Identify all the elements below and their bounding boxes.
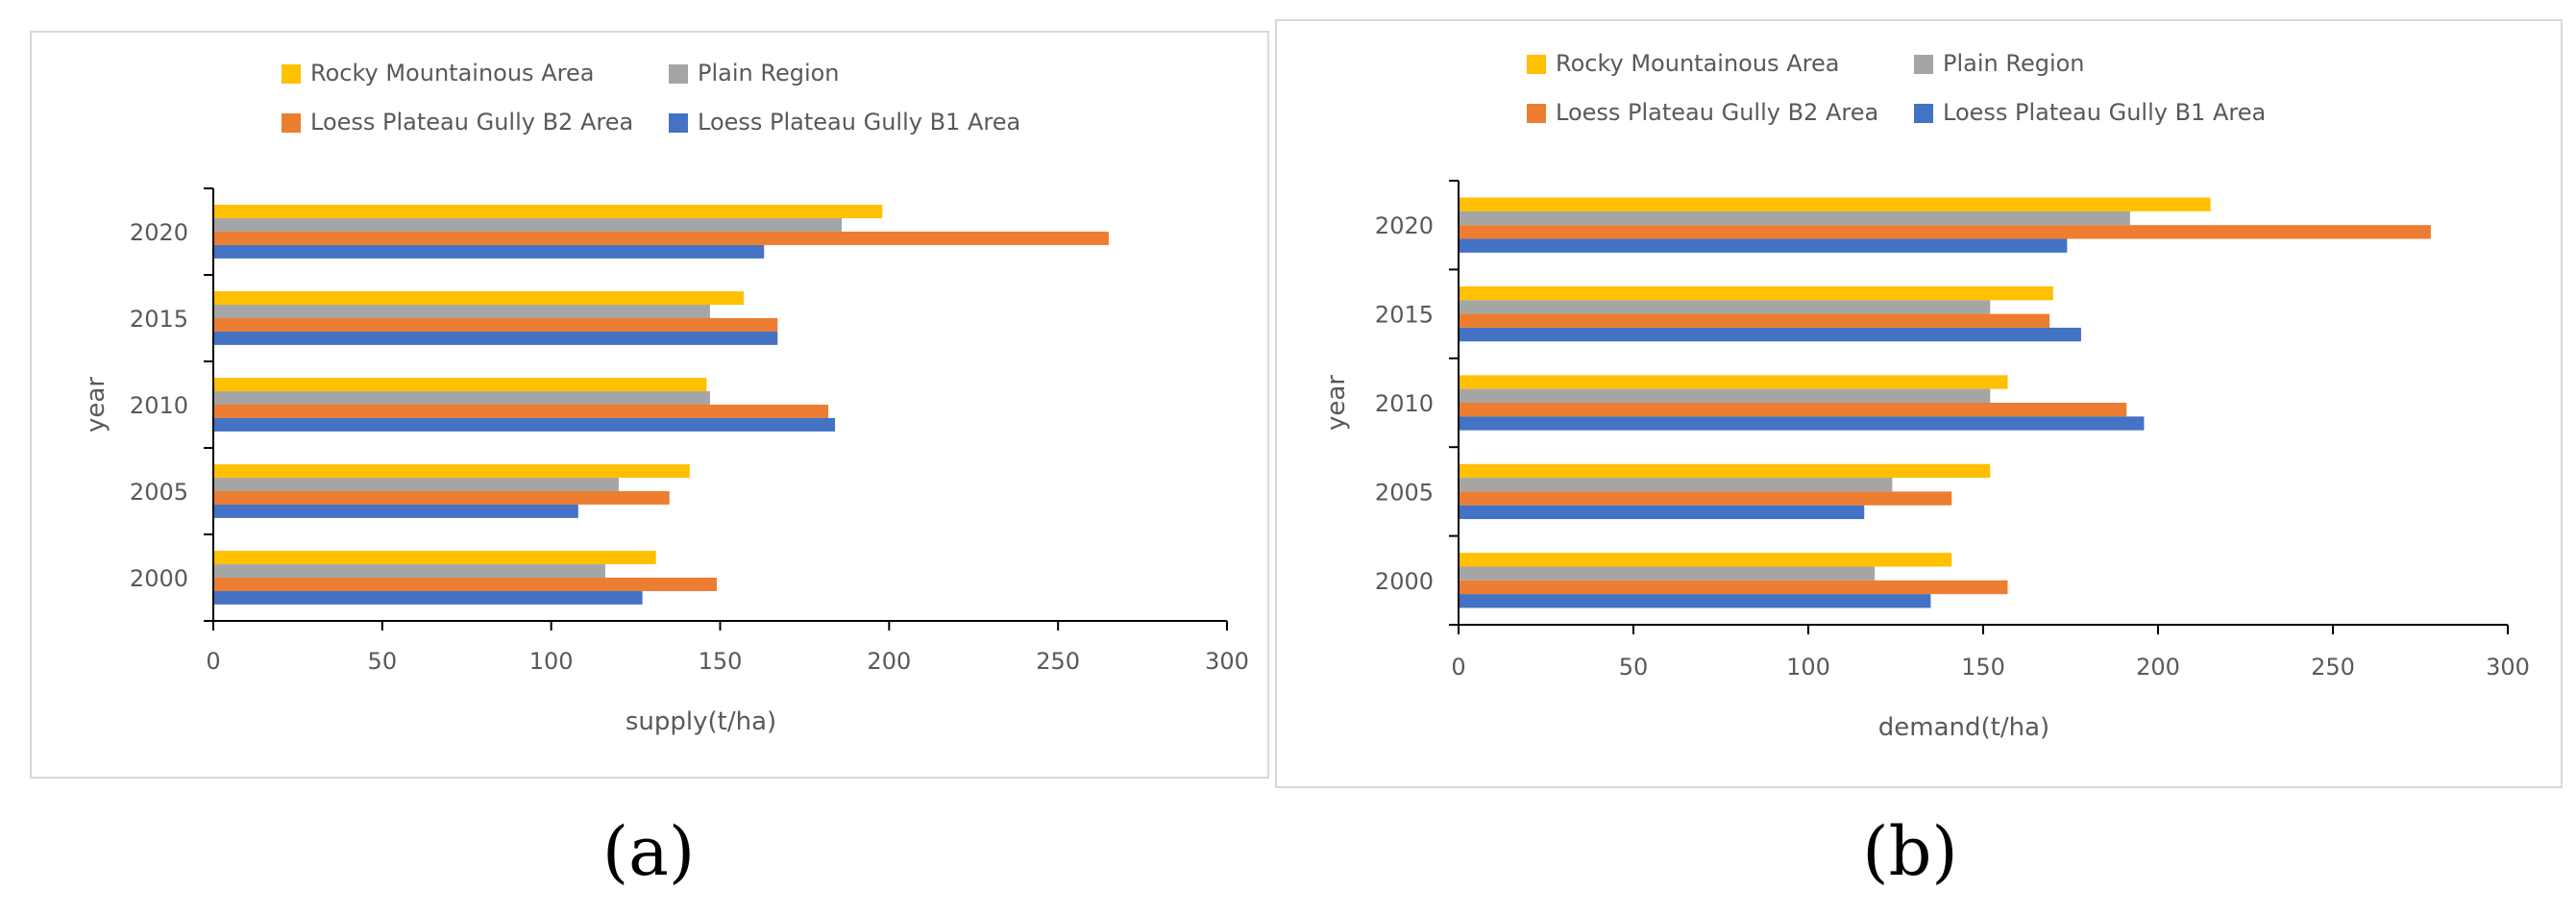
- bar-rocky-2020: [213, 205, 883, 219]
- bar-b2-2000: [213, 578, 717, 591]
- bar-b2-2020: [1459, 225, 2431, 239]
- y-tick-label: 2020: [130, 219, 188, 246]
- y-tick-label: 2010: [1375, 390, 1434, 417]
- y-axis-title: year: [1322, 375, 1351, 431]
- bar-b1-2020: [213, 244, 765, 259]
- x-tick-label: 300: [2486, 654, 2530, 681]
- bar-b2-2005: [1459, 491, 1952, 506]
- bar-b1-2010: [213, 417, 836, 432]
- chart-panel-supply: 2000 2005 2010 2015 2020 0 50 100 150 200 250 300 su…: [30, 31, 1269, 779]
- x-tick-label: 200: [2136, 654, 2180, 681]
- bar-plain-2015: [213, 305, 710, 318]
- legend-swatch-b2: [1527, 104, 1546, 123]
- bar-b1-2015: [1459, 327, 2081, 342]
- y-tick-label: 2015: [1375, 302, 1434, 329]
- y-tick-label: 2005: [130, 479, 188, 506]
- bar-rocky-2010: [213, 378, 707, 392]
- x-tick-label: 100: [1786, 654, 1830, 681]
- bar-plain-2000: [1459, 566, 1876, 581]
- legend-swatch-plain: [1914, 55, 1933, 74]
- bar-b1-2005: [1459, 505, 1865, 520]
- legend-swatch-plain: [669, 64, 688, 84]
- chart-panel-demand: 2000 2005 2010 2015 2020 0 50 100 150 200 250 300 de…: [1275, 19, 2563, 788]
- bar-plain-2015: [1459, 300, 1991, 314]
- x-tick-label: 50: [368, 648, 398, 675]
- legend-label-plain: Plain Region: [698, 60, 840, 87]
- x-tick-label: 150: [1961, 654, 2005, 681]
- y-axis-title: year: [82, 377, 110, 433]
- x-tick-label: 200: [867, 648, 911, 675]
- bar-rocky-2010: [1459, 375, 2008, 389]
- bar-b2-2005: [213, 491, 670, 505]
- bar-b1-2005: [213, 504, 578, 518]
- bar-b2-2000: [1459, 580, 2008, 595]
- legend-label-rocky: Rocky Mountainous Area: [1556, 50, 1839, 77]
- bar-rocky-2015: [213, 291, 745, 306]
- x-tick-label: 300: [1205, 648, 1249, 675]
- y-tick-label: 2000: [1375, 568, 1434, 595]
- legend-label-rocky: Rocky Mountainous Area: [310, 60, 594, 87]
- bar-rocky-2000: [213, 551, 656, 565]
- demand-chart: 2000 2005 2010 2015 2020 0 50 100 150 200 250 300 de…: [1322, 50, 2530, 742]
- bar-plain-2000: [213, 564, 605, 578]
- x-tick-label: 250: [2311, 654, 2355, 681]
- legend-label-b2: Loess Plateau Gully B2 Area: [1556, 99, 1878, 126]
- legend-label-plain: Plain Region: [1943, 50, 2085, 77]
- bar-rocky-2005: [213, 464, 690, 479]
- y-tick-label: 2000: [130, 565, 188, 592]
- bar-b1-2000: [1459, 594, 1931, 608]
- x-tick-label: 50: [1619, 654, 1649, 681]
- bar-plain-2005: [213, 478, 619, 491]
- y-tick-label: 2015: [130, 306, 188, 333]
- bar-plain-2020: [213, 218, 843, 232]
- y-tick-label: 2010: [130, 392, 188, 419]
- bar-b2-2020: [213, 232, 1109, 245]
- bar-rocky-2005: [1459, 463, 1991, 479]
- bar-b1-2010: [1459, 416, 2145, 431]
- bar-rocky-2020: [1459, 197, 2211, 211]
- bar-b1-2015: [213, 331, 778, 345]
- supply-chart: 2000 2005 2010 2015 2020 0 50 100 150 200 250 300 su…: [82, 60, 1249, 736]
- x-tick-label: 0: [1451, 654, 1465, 681]
- x-tick-label: 0: [206, 648, 220, 675]
- y-tick-label: 2005: [1375, 479, 1434, 506]
- panel-label-a: (a): [601, 812, 696, 891]
- x-axis-title: demand(t/ha): [1878, 713, 2049, 742]
- bar-b1-2020: [1459, 238, 2068, 253]
- bar-b1-2000: [213, 590, 643, 605]
- bar-b2-2010: [213, 405, 829, 418]
- legend-label-b1: Loess Plateau Gully B1 Area: [698, 109, 1020, 136]
- x-tick-label: 150: [699, 648, 743, 675]
- bar-plain-2005: [1459, 478, 1893, 492]
- bar-b2-2015: [213, 318, 778, 332]
- bar-b2-2015: [1459, 313, 2050, 328]
- y-tick-label: 2020: [1375, 212, 1434, 239]
- bar-b2-2010: [1459, 403, 2127, 417]
- legend-swatch-rocky: [282, 64, 301, 84]
- panel-label-b: (b): [1862, 812, 1958, 891]
- x-tick-label: 100: [529, 648, 574, 675]
- bar-plain-2010: [213, 391, 710, 405]
- legend-swatch-rocky: [1527, 55, 1546, 74]
- legend-label-b2: Loess Plateau Gully B2 Area: [310, 109, 633, 136]
- bar-rocky-2000: [1459, 553, 1952, 567]
- legend-swatch-b2: [282, 113, 301, 133]
- legend-swatch-b1: [1914, 104, 1933, 123]
- legend-label-b1: Loess Plateau Gully B1 Area: [1943, 99, 2266, 126]
- x-axis-title: supply(t/ha): [626, 707, 776, 736]
- legend-swatch-b1: [669, 113, 688, 133]
- bar-plain-2020: [1459, 210, 2130, 226]
- bar-rocky-2015: [1459, 285, 2053, 301]
- x-tick-label: 250: [1036, 648, 1080, 675]
- bar-plain-2010: [1459, 388, 1991, 403]
